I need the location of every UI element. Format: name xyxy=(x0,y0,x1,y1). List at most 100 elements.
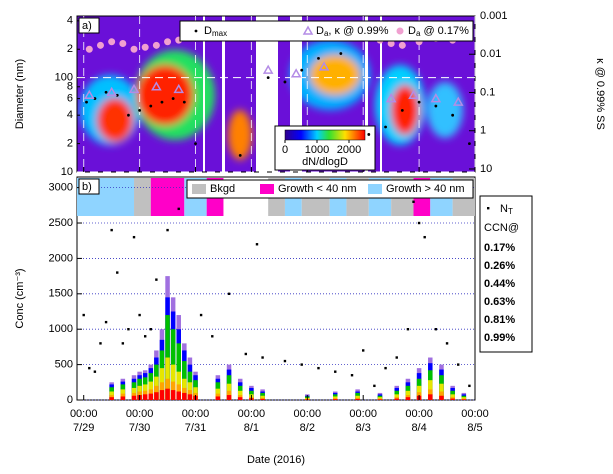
legend-label: Dmax xyxy=(204,25,227,38)
ccn-bar xyxy=(154,392,159,400)
colorbar xyxy=(284,129,366,141)
period-band xyxy=(150,178,185,216)
dmax-point xyxy=(85,100,88,104)
circle-point xyxy=(141,43,149,51)
nt-point xyxy=(373,384,376,388)
y2-tick-label: 1 xyxy=(480,125,486,137)
nt-point xyxy=(317,366,320,370)
y-tick-label: 2000 xyxy=(49,252,73,264)
circle-point xyxy=(96,41,104,49)
panel-label-box xyxy=(78,178,100,195)
ccn-bar xyxy=(148,393,154,400)
y2-tick-label: 0.1 xyxy=(480,86,495,98)
colorbar-tick-label: 2000 xyxy=(337,144,361,156)
nt-point xyxy=(177,207,180,211)
ccn-bar xyxy=(394,397,399,400)
nt-point xyxy=(88,366,91,370)
legend-box xyxy=(179,20,474,42)
dmax-point xyxy=(127,113,130,117)
legend-label: Bkgd xyxy=(210,183,235,195)
y-tick-label: 4 xyxy=(67,109,73,121)
nt-point xyxy=(166,228,169,232)
ccn-bar xyxy=(260,398,265,400)
x-tick-label: 00:00 8/3 xyxy=(349,408,377,434)
period-band xyxy=(134,178,151,216)
triangle-point xyxy=(318,61,330,71)
y-axis-title: Diameter (nm) xyxy=(14,59,26,129)
dmax-point xyxy=(160,100,164,104)
ccn-bar xyxy=(428,394,433,400)
ccn-bar xyxy=(377,397,383,400)
legend-marker xyxy=(396,27,404,35)
dmax-point xyxy=(93,97,97,100)
ccn-bar xyxy=(131,395,137,400)
nt-point xyxy=(110,228,113,232)
dmax-point xyxy=(451,113,455,117)
legend-label: 0.63% xyxy=(484,296,515,308)
triangle-point xyxy=(151,81,162,91)
circle-point xyxy=(130,45,138,53)
nt-point xyxy=(199,313,203,317)
x-tick-label: 00:00 7/30 xyxy=(126,408,154,434)
ccn-bar xyxy=(182,392,187,400)
triangle-point xyxy=(106,86,117,97)
nt-point xyxy=(300,363,303,366)
ccn-bar xyxy=(142,394,148,400)
ccn-bar xyxy=(439,395,444,400)
ccn-bar xyxy=(461,397,467,400)
dmax-point xyxy=(400,108,404,112)
legend-label: 0.99% xyxy=(484,332,515,344)
ccn-bar xyxy=(333,399,338,400)
nt-point xyxy=(104,320,108,324)
dmax-point xyxy=(384,125,387,129)
nt-point xyxy=(99,342,102,345)
nt-point xyxy=(350,374,354,377)
nt-point xyxy=(395,356,398,359)
dmax-point xyxy=(194,142,197,145)
y2-tick-label: 10 xyxy=(480,163,492,175)
x-tick-label: 00:00 8/4 xyxy=(405,408,433,434)
y-tick-label: 2 xyxy=(67,43,73,55)
ccn-bar xyxy=(461,399,467,400)
y-tick-label: 4 xyxy=(67,15,73,27)
ccn-bar xyxy=(355,398,360,400)
nt-point xyxy=(406,328,410,331)
nt-point xyxy=(334,370,337,373)
dmax-point xyxy=(138,108,142,112)
ccn-bar xyxy=(226,395,232,400)
nt-point xyxy=(261,356,264,359)
legend-marker xyxy=(487,207,490,210)
legend-title: CCN@ xyxy=(484,222,519,234)
dmax-point xyxy=(238,153,242,157)
y2-tick-label: 0.01 xyxy=(480,48,501,60)
y-tick-label: 6 xyxy=(67,92,73,104)
ccn-bar xyxy=(333,398,338,400)
nt-point xyxy=(384,366,387,370)
nt-point xyxy=(445,342,449,345)
y-tick-label: 2500 xyxy=(49,217,73,229)
nt-point xyxy=(155,278,158,281)
nt-point xyxy=(255,243,259,246)
triangle-point xyxy=(128,83,140,94)
y-tick-label: 100 xyxy=(55,72,73,84)
legend-label: 0.17% xyxy=(484,242,515,254)
legend-swatch xyxy=(260,184,274,194)
legend-swatch xyxy=(368,184,382,194)
nt-point xyxy=(138,313,141,317)
y-tick-label: 1500 xyxy=(49,288,73,300)
nt-point xyxy=(244,352,248,356)
dmax-point xyxy=(266,76,270,80)
ccn-bar xyxy=(394,398,399,400)
circle-point xyxy=(85,45,93,53)
panel-label: a) xyxy=(82,20,92,32)
triangle-point xyxy=(290,68,302,78)
x-tick-label: 00:00 8/2 xyxy=(294,408,322,434)
legend-label: 0.44% xyxy=(484,278,515,290)
nt-point xyxy=(362,349,365,352)
y2-axis-title: κ @ 0.99% SS xyxy=(594,58,606,130)
dmax-point xyxy=(417,100,421,104)
legend-label: Growth < 40 nm xyxy=(278,183,357,195)
y-tick-label: 3000 xyxy=(49,182,73,194)
colorbar-tick-label: 1000 xyxy=(305,144,329,156)
legend-label: Da, κ @ 0.99% xyxy=(316,25,389,38)
